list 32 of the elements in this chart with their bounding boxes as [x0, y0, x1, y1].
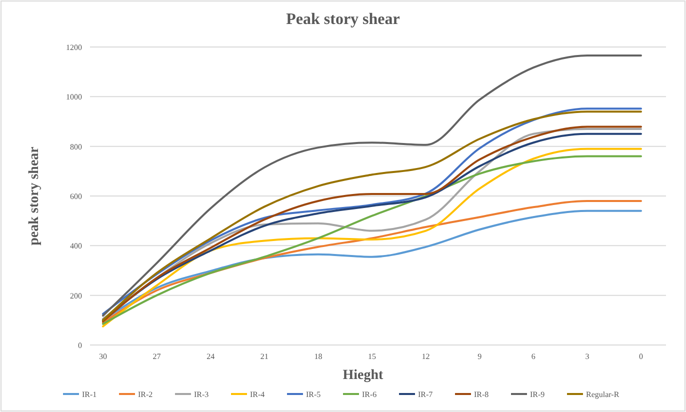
x-tick-label: 3: [585, 352, 590, 361]
x-tick-label: 15: [368, 352, 376, 361]
x-tick-label: 27: [152, 352, 161, 361]
x-tick-label: 9: [478, 352, 482, 361]
legend-label: Regular-R: [586, 390, 620, 399]
x-axis-title: Hieght: [342, 368, 384, 383]
y-tick-label: 400: [70, 242, 82, 251]
y-tick-label: 0: [78, 341, 82, 350]
y-tick-label: 1000: [66, 92, 82, 102]
y-tick-label: 200: [70, 291, 82, 300]
y-tick-label: 800: [70, 142, 82, 152]
legend-label: IR-9: [530, 390, 545, 399]
y-tick-label: 1200: [66, 43, 82, 52]
line-series: [102, 54, 642, 317]
legend-label: IR-5: [306, 390, 321, 399]
legend-label: IR-7: [418, 390, 433, 399]
legend-label: IR-2: [138, 390, 153, 399]
x-tick-label: 24: [206, 352, 215, 361]
y-axis-title: peak story shear: [27, 146, 42, 246]
legend-label: IR-6: [362, 390, 377, 399]
x-tick-label: 18: [314, 352, 322, 361]
legend-label: IR-1: [82, 390, 97, 399]
x-tick-label: 21: [260, 352, 268, 361]
chart-title: Peak story shear: [286, 11, 400, 28]
legend-label: IR-8: [474, 390, 489, 399]
x-tick-label: 6: [531, 352, 536, 361]
x-tick-label: 0: [639, 352, 643, 361]
y-tick-label: 600: [70, 192, 82, 201]
legend-label: IR-4: [250, 390, 265, 399]
legend-label: IR-3: [194, 390, 209, 399]
x-tick-label: 30: [99, 352, 107, 361]
x-tick-label: 12: [422, 352, 430, 361]
